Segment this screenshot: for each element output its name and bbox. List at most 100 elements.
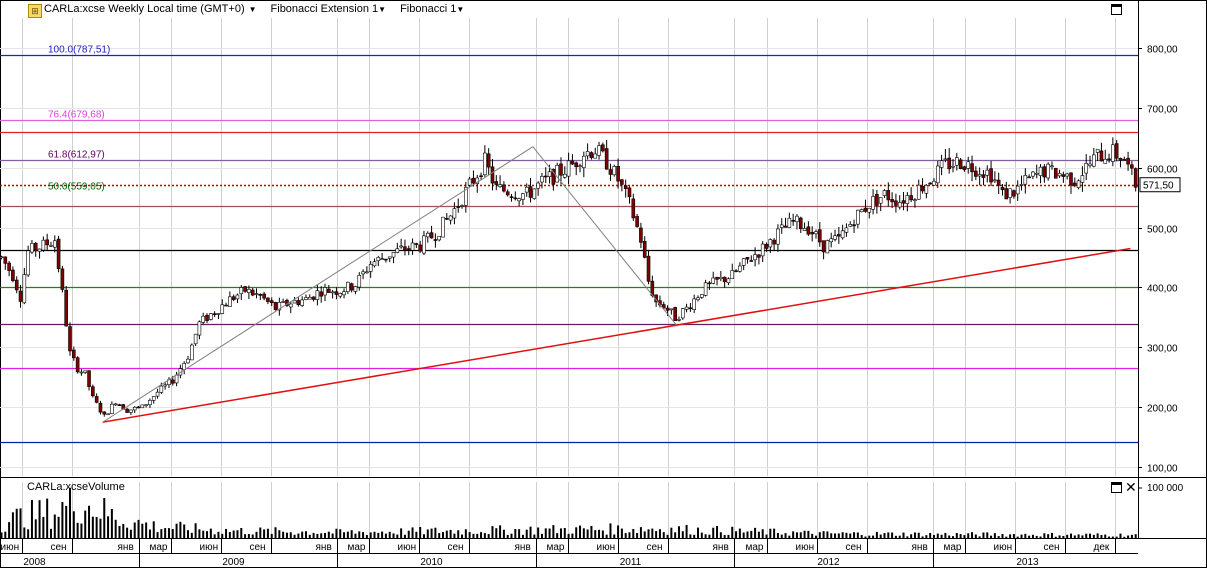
volume-bar [1001, 534, 1004, 538]
volume-bar [795, 532, 798, 538]
volume-bar [27, 529, 30, 538]
candle-body [597, 145, 601, 156]
volume-bar [936, 533, 939, 538]
volume-bar [95, 516, 98, 538]
volume-bar [266, 528, 269, 538]
maximize-icon[interactable] [1111, 4, 1122, 15]
volume-bar [430, 528, 433, 538]
fibonacci-extension-menu[interactable]: Fibonacci Extension 1▼ [271, 3, 387, 15]
candle-body [745, 257, 750, 260]
candle-body [897, 202, 902, 208]
candle-body [1015, 185, 1020, 195]
volume-bar [868, 535, 871, 538]
volume-bar [628, 532, 631, 538]
candle-body [517, 198, 521, 202]
candle-body [528, 186, 533, 198]
volume-bar [346, 531, 349, 538]
candle-body [840, 230, 845, 239]
candle-body [349, 283, 354, 291]
candle-body [726, 278, 731, 284]
month-tick-label: мар [547, 542, 565, 553]
fibonacci-menu[interactable]: Fibonacci 1▼ [400, 3, 464, 15]
volume-bar [107, 516, 110, 538]
volume-bar [240, 527, 243, 538]
volume-bar [826, 531, 829, 538]
volume-bar [948, 535, 951, 538]
candle-body [924, 185, 929, 194]
month-tick-label: июн [796, 542, 815, 553]
candle-body [867, 207, 872, 213]
volume-bar [365, 534, 368, 538]
candle-body [307, 296, 312, 300]
volume-bar [126, 527, 129, 538]
volume-bar [723, 535, 726, 538]
candle-body [330, 291, 335, 294]
candle-body [970, 163, 974, 173]
month-tick-label: сен [448, 542, 464, 553]
candle-body [418, 244, 422, 252]
candle-body [170, 379, 175, 384]
candle-body [498, 184, 502, 187]
volume-bar [118, 525, 121, 538]
volume-bar [1066, 534, 1069, 538]
candle-body [562, 173, 567, 178]
maximize-volume-icon[interactable] [1111, 482, 1122, 493]
volume-bar [986, 532, 989, 538]
volume-bar [175, 523, 178, 538]
symbol-title: CARLa:xcse Weekly Local time (GMT+0) [44, 3, 245, 15]
candle-body [856, 209, 860, 225]
volume-bar [103, 498, 106, 538]
candle-body [49, 245, 53, 247]
candle-body [749, 260, 754, 262]
volume-bar [1108, 536, 1111, 538]
candle-body [844, 227, 849, 233]
volume-bar [929, 532, 932, 538]
volume-bar [152, 521, 155, 538]
candle-body [460, 205, 464, 207]
volume-bar [1096, 533, 1099, 538]
volume-bar [419, 526, 422, 538]
month-tick-label: июн [398, 542, 417, 553]
candle-body [106, 413, 110, 416]
volume-bar [1047, 534, 1050, 538]
volume-bar [567, 533, 570, 538]
volume-bar [579, 525, 582, 538]
candle-body [197, 321, 202, 336]
candle-body [26, 250, 30, 276]
volume-bar [742, 532, 745, 538]
candle-body [757, 254, 761, 258]
volume-bar [563, 528, 566, 538]
volume-bar [773, 528, 776, 538]
volume-bar [662, 532, 665, 538]
candle-body [452, 208, 457, 219]
candle-body [292, 300, 297, 304]
volume-bar [244, 534, 247, 538]
candle-body [882, 190, 887, 196]
close-volume-icon[interactable]: ✕ [1125, 479, 1137, 495]
candle-body [11, 269, 15, 281]
candle-body [1038, 166, 1043, 176]
volume-bar [510, 533, 513, 538]
volume-bar [974, 534, 977, 538]
candle-body [703, 282, 708, 296]
candle-body [559, 163, 563, 176]
fibonacci-level-label: 76.4(679,68) [48, 110, 105, 121]
volume-bar [137, 519, 140, 538]
volume-bar [491, 526, 494, 538]
volume-bar [209, 528, 212, 538]
candle-body [148, 400, 152, 406]
volume-bar [69, 487, 72, 538]
candle-body [616, 166, 620, 182]
title-dropdown-icon[interactable]: ▼ [248, 4, 257, 14]
candle-body [993, 179, 997, 182]
candle-body [1023, 175, 1028, 185]
volume-bar [339, 529, 342, 538]
candle-body [113, 403, 118, 406]
volume-bar [598, 529, 601, 538]
volume-bar [620, 528, 623, 538]
volume-bar [1054, 536, 1057, 538]
month-tick-label: июн [597, 542, 616, 553]
candle-body [673, 307, 677, 321]
volume-bar [65, 505, 68, 538]
